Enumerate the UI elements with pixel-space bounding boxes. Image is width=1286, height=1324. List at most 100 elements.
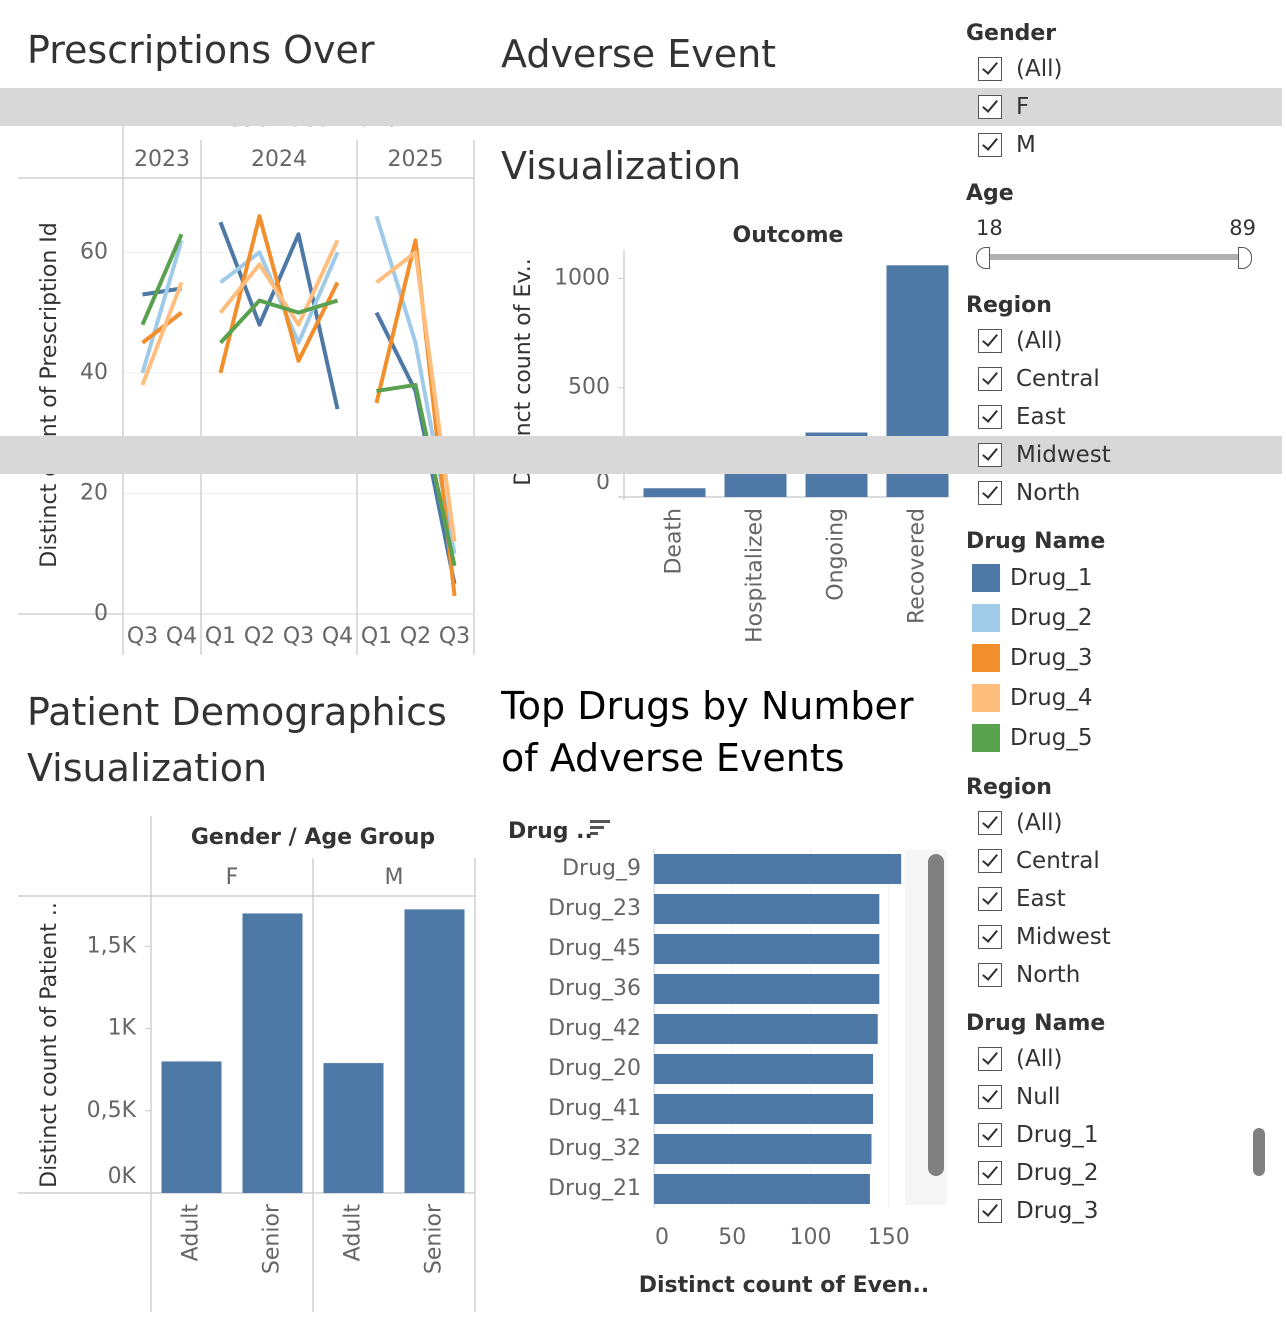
filter-section: Drug Name Drug_1 Drug_2 Drug_3 Drug_4 Drug_5 [966,526,1270,758]
legend-swatch [972,724,1000,752]
filter-section: Gender (All) F M [0,18,1282,164]
y-axis-title: Distinct count of Patient .. [37,902,62,1188]
y-tick-label: Drug_23 [548,896,641,921]
filter-item[interactable]: (All) [0,1040,1282,1078]
x-tick-label: Q4 [322,624,353,649]
filter-title: Age [966,181,1014,206]
item-label: Midwest [1016,924,1111,950]
checkbox[interactable] [978,1085,1002,1109]
x-tick-label: Q3 [439,624,470,649]
checkbox[interactable] [978,443,1002,467]
legend-item[interactable]: Drug_1 [972,558,1270,598]
filter-item[interactable]: (All) [0,804,1282,842]
legend-swatch [972,604,1000,632]
legend-label: Drug_1 [1010,565,1093,591]
legend-item[interactable]: Drug_4 [972,678,1270,718]
series-line [140,281,184,386]
checkbox[interactable] [978,887,1002,911]
y-tick-label: 1,5K [87,933,137,958]
item-label: Drug_2 [1016,1160,1099,1186]
checkbox[interactable] [978,925,1002,949]
x-tick-label: Senior [422,1203,447,1274]
checkbox[interactable] [978,405,1002,429]
legend-swatch [972,684,1000,712]
series-line [140,239,184,374]
filter-item[interactable]: M [0,126,1282,164]
x-tick-label: Adult [341,1204,366,1262]
checkbox[interactable] [978,1123,1002,1147]
checkbox[interactable] [978,133,1002,157]
filter-item[interactable]: Central [0,360,1282,398]
legend-item[interactable]: Drug_2 [972,598,1270,638]
checkbox[interactable] [978,329,1002,353]
filter-item[interactable]: North [0,474,1282,512]
filter-item[interactable]: Midwest [0,918,1282,956]
x-tick-label: Q2 [244,624,275,649]
checkbox[interactable] [978,1199,1002,1223]
checkbox[interactable] [978,481,1002,505]
checkbox[interactable] [978,57,1002,81]
filter-item[interactable]: F [0,88,1282,126]
y-tick-label: Drug_9 [562,856,641,881]
checkbox[interactable] [978,1161,1002,1185]
filter-item[interactable]: Drug_3 [0,1192,1282,1230]
filter-item[interactable]: East [0,398,1282,436]
filter-item[interactable]: (All) [0,50,1282,88]
x-tick-label: Q1 [205,624,236,649]
checkbox[interactable] [978,1047,1002,1071]
checkbox[interactable] [978,95,1002,119]
item-label: Drug_3 [1016,1198,1099,1224]
y-tick-label: 0K [108,1164,137,1189]
y-tick-label: Drug_42 [548,1016,641,1041]
sort-icon [590,832,598,835]
bar [242,913,303,1193]
filter-item[interactable]: Drug_1 [0,1116,1282,1154]
filter-scrollbar[interactable] [1253,1128,1265,1176]
filter-item[interactable]: Central [0,842,1282,880]
y-tick-label: Drug_21 [548,1176,641,1201]
slider-min: 18 [976,216,1003,240]
series-line [218,239,340,327]
legend-item[interactable]: Drug_5 [972,718,1270,758]
y-tick-label: 1K [108,1016,137,1041]
filter-item[interactable]: East [0,880,1282,918]
checkbox[interactable] [978,367,1002,391]
legend-label: Drug_3 [1010,645,1093,671]
x-tick-label: 100 [789,1225,831,1250]
filter-item[interactable]: North [0,956,1282,994]
series-line [374,238,457,597]
filter-item[interactable]: Drug_2 [0,1154,1282,1192]
x-tick-label: Death [662,508,687,575]
y-axis-title: Distinct count of Prescription Id [37,222,62,567]
item-label: North [1016,480,1081,506]
year-label: 2023 [134,147,190,172]
series-line [142,286,182,297]
filter-item[interactable]: Midwest [0,436,1282,474]
legend-swatch [972,564,1000,592]
filter-item[interactable]: Null [0,1078,1282,1116]
filter-title: Drug Name [966,529,1106,554]
filter-section: Drug Name (All) Null Drug_1 Drug_2 Drug_3 [966,1008,1270,1230]
series-line [376,382,457,567]
y-tick-label: 1000 [554,265,610,290]
checkbox[interactable] [978,963,1002,987]
slider-labels: 18 89 [976,216,1256,240]
chart-title: Patient Demographics Visualization [27,690,447,790]
slider[interactable] [976,240,1252,276]
checkbox[interactable] [978,849,1002,873]
x-tick-label: Recovered [905,508,930,624]
item-label: East [1016,404,1066,430]
y-tick-label: 0 [596,470,610,495]
year-label: 2025 [388,147,444,172]
y-tick-label: Drug_41 [548,1096,641,1121]
slider-max: 89 [1229,216,1256,240]
checkbox[interactable] [978,811,1002,835]
item-label: F [1016,94,1030,120]
x-tick-label: Adult [179,1204,204,1262]
x-axis-title: Gender / Age Group [191,825,435,850]
y-tick-label: 20 [80,480,108,505]
group-label: F [226,865,239,890]
legend-item[interactable]: Drug_3 [972,638,1270,678]
filter-item[interactable]: (All) [0,322,1282,360]
